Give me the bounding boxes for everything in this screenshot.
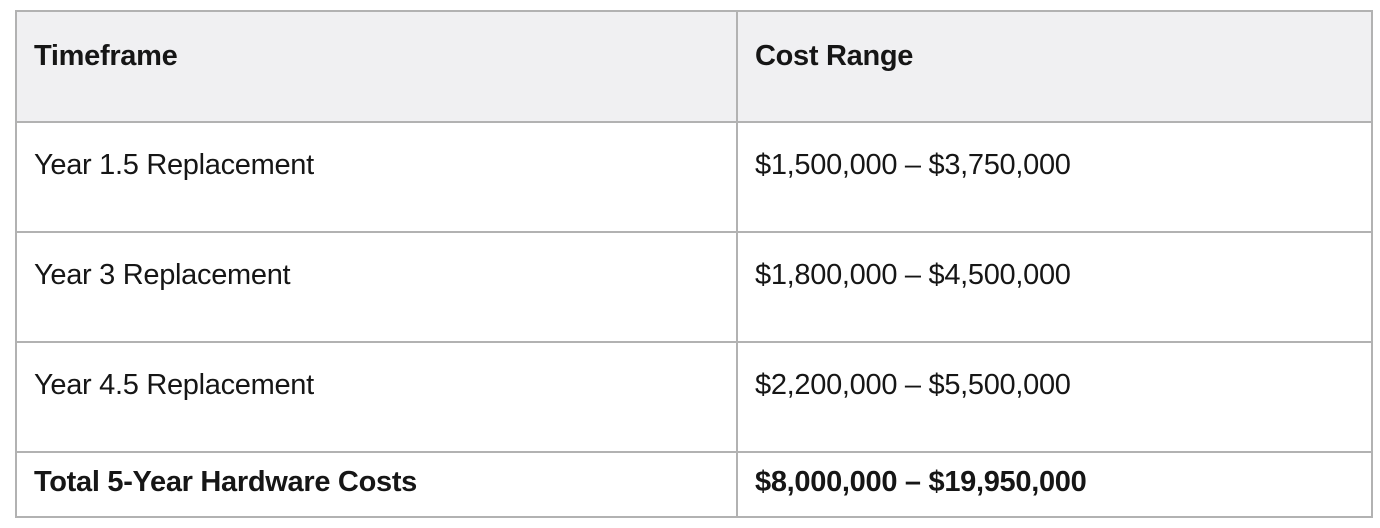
total-label-cell: Total 5-Year Hardware Costs <box>15 451 738 518</box>
header-cell-timeframe: Timeframe <box>15 10 738 123</box>
header-row: Timeframe Cost Range <box>15 10 1373 123</box>
header-cell-cost-range: Cost Range <box>736 10 1373 123</box>
timeframe-cell: Year 4.5 Replacement <box>15 341 738 453</box>
table-row: Year 3 Replacement $1,800,000 – $4,500,0… <box>15 231 1373 343</box>
total-cost-range-cell: $8,000,000 – $19,950,000 <box>736 451 1373 518</box>
table-body: Year 1.5 Replacement $1,500,000 – $3,750… <box>15 121 1373 518</box>
cost-range-cell: $2,200,000 – $5,500,000 <box>736 341 1373 453</box>
timeframe-cell: Year 3 Replacement <box>15 231 738 343</box>
cost-range-cell: $1,500,000 – $3,750,000 <box>736 121 1373 233</box>
table-row: Year 4.5 Replacement $2,200,000 – $5,500… <box>15 341 1373 453</box>
table-row: Year 1.5 Replacement $1,500,000 – $3,750… <box>15 121 1373 233</box>
hardware-cost-table: Timeframe Cost Range Year 1.5 Replacemen… <box>15 10 1373 518</box>
table-row-total: Total 5-Year Hardware Costs $8,000,000 –… <box>15 451 1373 518</box>
timeframe-cell: Year 1.5 Replacement <box>15 121 738 233</box>
cost-range-cell: $1,800,000 – $4,500,000 <box>736 231 1373 343</box>
table-header: Timeframe Cost Range <box>15 10 1373 123</box>
